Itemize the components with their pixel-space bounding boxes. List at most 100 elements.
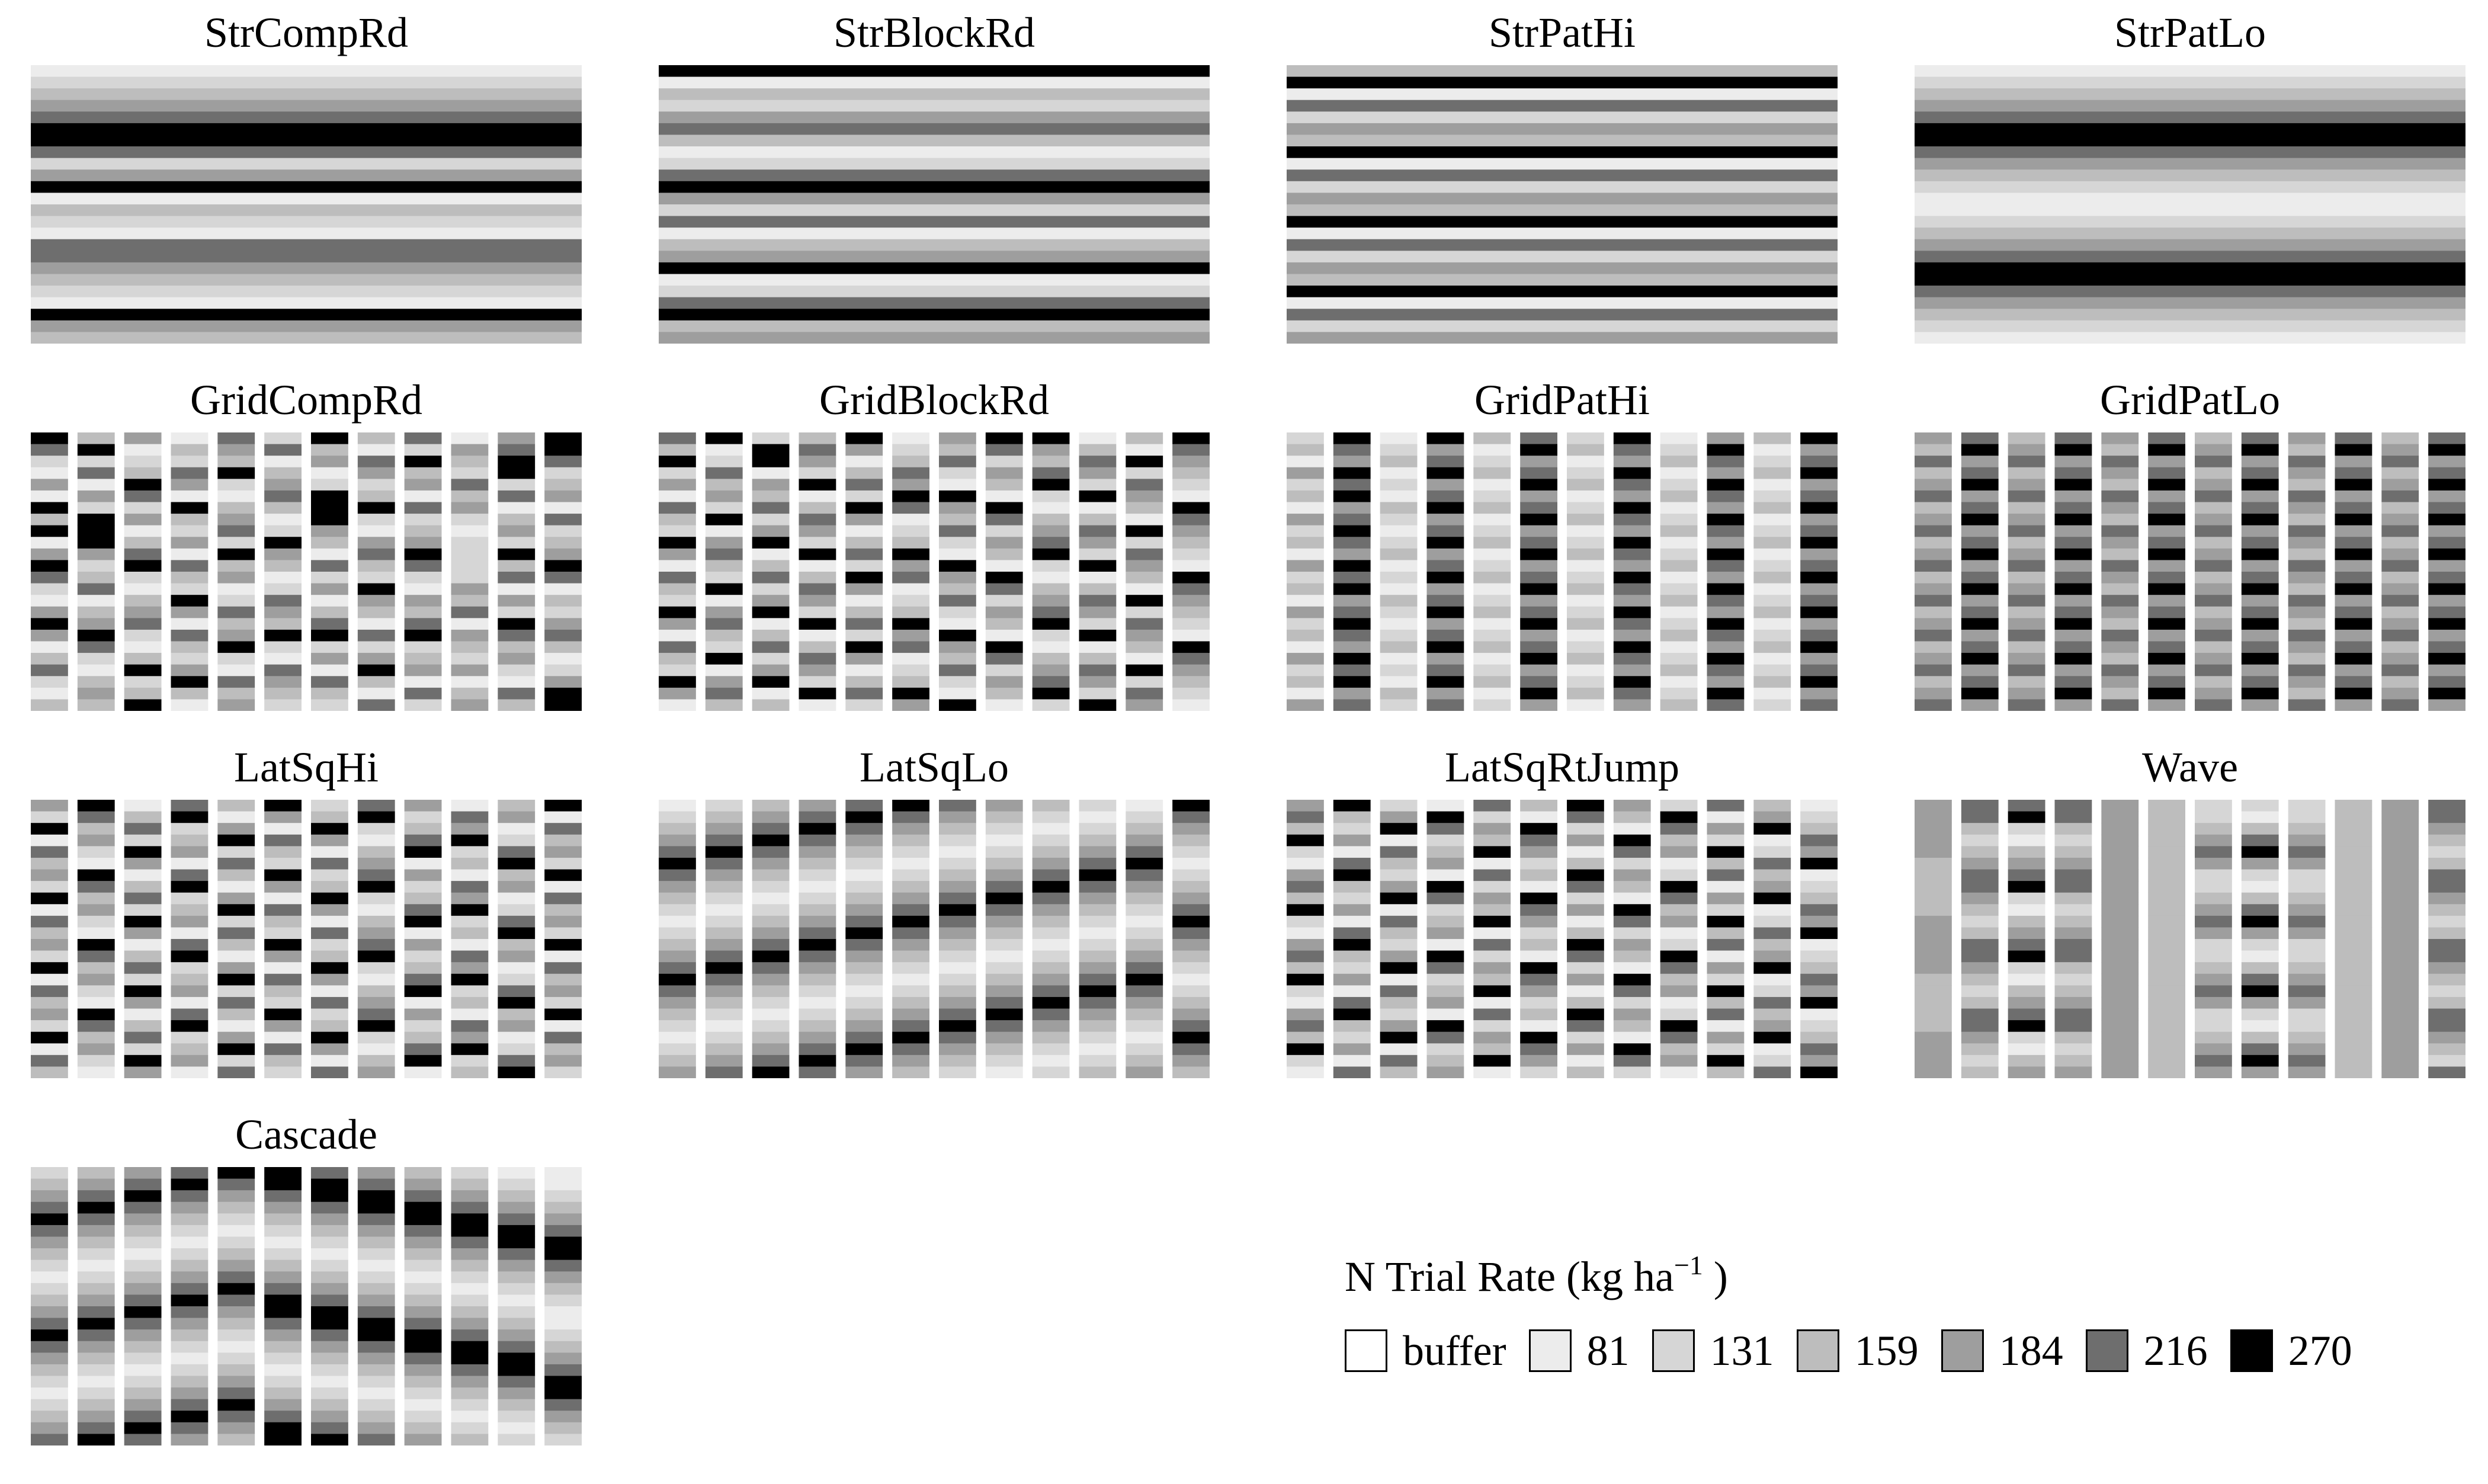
panel-title: LatSqRtJump [1444, 743, 1680, 791]
plot-cell [1520, 1008, 1557, 1021]
plot-cell [705, 962, 743, 975]
plot-cell [404, 823, 442, 835]
plot-cell [311, 962, 348, 975]
plot-cell [77, 800, 115, 812]
plot-cell [845, 699, 883, 711]
plot-cell [1079, 834, 1117, 847]
plot-cell [892, 846, 929, 858]
plot-cell [1473, 857, 1511, 870]
plot-cell [985, 432, 1023, 444]
plot-cell [659, 664, 696, 677]
plot-cell [264, 800, 302, 812]
plot-cell [1380, 892, 1418, 905]
plot-cell [2148, 444, 2185, 456]
plot-cell [1961, 676, 1999, 688]
plot-cell [264, 687, 302, 700]
plot-cell [1520, 962, 1557, 975]
plot-cell [1380, 927, 1418, 940]
plot-cell [1800, 676, 1838, 688]
plot-cell [544, 490, 582, 502]
plot-cell [1287, 548, 1324, 560]
plot-cell [2428, 973, 2465, 986]
plot-cell [1961, 962, 1999, 975]
plot-cell [498, 1318, 536, 1330]
plot-cell [1753, 595, 1791, 607]
plot-cell [217, 811, 255, 823]
plot-cell [659, 320, 1210, 332]
plot-cell [311, 502, 348, 514]
plot-cell [31, 514, 68, 526]
plot-cell [451, 687, 489, 700]
plot-cell [2008, 572, 2045, 584]
plot-cell [1079, 444, 1117, 456]
plot-cell [1961, 800, 1999, 812]
plot-cell [1426, 892, 1464, 905]
plot-cell [1172, 834, 1210, 847]
plot-cell [752, 1066, 790, 1078]
plot-cell [2428, 846, 2465, 858]
plot-cell [451, 1318, 489, 1330]
plot-cell [799, 1066, 836, 1078]
plot-cell [1915, 985, 1952, 998]
plot-cell [659, 514, 696, 526]
plot-cell [1520, 583, 1557, 595]
plot-cell [1753, 1043, 1791, 1056]
plot-cell [1567, 699, 1604, 711]
plot-cell [2335, 823, 2372, 835]
plot-cell [124, 641, 162, 653]
plot-cell [705, 595, 743, 607]
plot-cell [31, 950, 68, 963]
plot-cell [2381, 927, 2419, 940]
plot-cell [77, 927, 115, 940]
plot-cell [1426, 432, 1464, 444]
plot-cell [31, 251, 582, 263]
plot-cell [2101, 939, 2139, 951]
plot-cell [264, 641, 302, 653]
plot-cell [2241, 1031, 2279, 1044]
plot-cell [799, 939, 836, 951]
plot-cell [1172, 927, 1210, 940]
plot-cell [544, 444, 582, 456]
plot-cell [985, 857, 1023, 870]
plot-cell [1520, 939, 1557, 951]
plot-cell [939, 985, 976, 998]
plot-cell [2101, 595, 2139, 607]
plot-cell [892, 514, 929, 526]
plot-cell [544, 1190, 582, 1203]
plot-cell [77, 915, 115, 928]
plot-cell [1915, 927, 1952, 940]
plot-cell [544, 1399, 582, 1411]
plot-cell [217, 1283, 255, 1295]
plot-cell [451, 881, 489, 893]
plot-cell [1613, 800, 1651, 812]
plot-cell [2381, 962, 2419, 975]
plot-cell [2101, 676, 2139, 688]
plot-cell [544, 857, 582, 870]
plot-cell [124, 892, 162, 905]
plot-cell [124, 467, 162, 479]
plot-cell [1333, 699, 1371, 711]
plot-cell [544, 915, 582, 928]
plot-cell [1287, 927, 1324, 940]
plot-cell [217, 846, 255, 858]
plot-cell [2381, 915, 2419, 928]
plot-cell [2428, 525, 2465, 537]
plot-cell [1287, 432, 1324, 444]
legend-swatch [1796, 1329, 1839, 1372]
plot-cell [1961, 1020, 1999, 1033]
plot-cell [2288, 490, 2326, 502]
plot-cell [77, 950, 115, 963]
plot-cell [1426, 846, 1464, 858]
plot-cell [124, 939, 162, 951]
plot-cell [1473, 618, 1511, 630]
plot-cell [1473, 1031, 1511, 1044]
plot-cell [1126, 985, 1163, 998]
plot-cell [705, 1043, 743, 1056]
plot-cell [2101, 869, 2139, 882]
plot-cell [1915, 892, 1952, 905]
plot-cell [985, 514, 1023, 526]
plot-cell [311, 915, 348, 928]
plot-cell [2148, 846, 2185, 858]
plot-cell [1287, 985, 1324, 998]
plot-cell [1079, 985, 1117, 998]
